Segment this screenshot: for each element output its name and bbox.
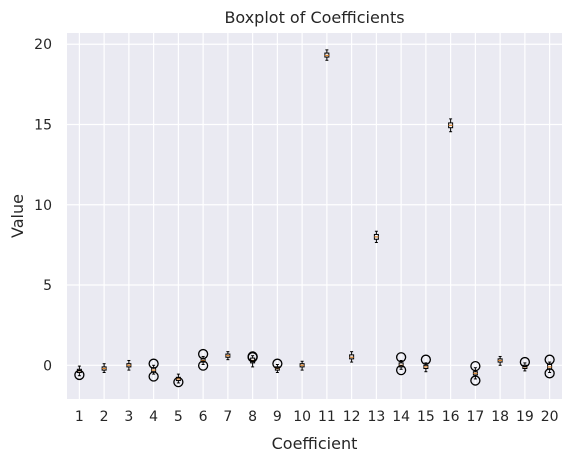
outlier-point <box>197 360 209 371</box>
outlier-point <box>148 371 159 382</box>
box-20 <box>544 354 555 379</box>
y-tick-label: 5 <box>43 278 52 294</box>
x-tick-label: 17 <box>466 409 484 425</box>
x-tick-label: 13 <box>367 409 385 425</box>
box-11 <box>324 49 330 61</box>
box-8 <box>247 351 258 368</box>
outlier-point <box>74 369 85 381</box>
box-17 <box>470 360 481 386</box>
x-tick-labels: 1 2 3 4 5 6 7 8 9 10 11 12 13 14 15 16 17 18 19 20 <box>75 409 559 425</box>
box-1 <box>74 365 85 381</box>
x-tick-label: 19 <box>516 409 534 425</box>
x-tick-label: 4 <box>149 409 158 425</box>
y-tick-label: 10 <box>34 198 52 214</box>
x-tick-label: 8 <box>248 409 257 425</box>
box-12 <box>349 351 355 363</box>
outlier-point <box>173 376 184 388</box>
box-10 <box>299 360 305 371</box>
box-13 <box>373 230 379 243</box>
box-2 <box>101 363 107 374</box>
x-tick-label: 20 <box>541 409 559 425</box>
box-9 <box>272 358 283 374</box>
x-tick-label: 1 <box>75 409 84 425</box>
box-6 <box>197 348 209 371</box>
box-18 <box>497 355 503 366</box>
x-tick-label: 11 <box>318 409 336 425</box>
outlier-point <box>544 354 555 365</box>
x-tick-label: 3 <box>124 409 133 425</box>
y-tick-label: 15 <box>34 118 52 134</box>
box-14 <box>395 352 407 376</box>
chart-title: Boxplot of Coefficients <box>224 8 404 27</box>
outlier-point <box>420 354 432 365</box>
x-tick-label: 9 <box>273 409 282 425</box>
x-tick-label: 5 <box>174 409 183 425</box>
grid-lines <box>67 33 562 399</box>
boxes <box>74 49 555 388</box>
x-tick-label: 18 <box>491 409 509 425</box>
x-axis-label: Coefficient <box>272 434 358 453</box>
outlier-point <box>470 360 481 372</box>
x-tick-label: 6 <box>199 409 208 425</box>
outlier-point <box>544 368 555 379</box>
y-tick-label: 0 <box>43 358 52 374</box>
box-15 <box>420 354 432 373</box>
box-7 <box>225 351 231 361</box>
y-tick-labels: 0 5 10 15 20 <box>34 37 52 374</box>
x-tick-label: 14 <box>392 409 410 425</box>
x-tick-label: 7 <box>223 409 232 425</box>
y-tick-label: 20 <box>34 37 52 53</box>
plot-background <box>67 33 562 399</box>
outlier-point <box>395 364 407 376</box>
x-tick-label: 15 <box>417 409 435 425</box>
box-16 <box>448 118 454 133</box>
outlier-point <box>247 352 258 363</box>
outlier-point <box>470 375 481 386</box>
x-tick-label: 16 <box>442 409 460 425</box>
x-tick-label: 12 <box>343 409 361 425</box>
outlier-point <box>197 348 209 360</box>
x-tick-label: 10 <box>293 409 311 425</box>
outlier-point <box>519 356 531 368</box>
box-3 <box>126 359 132 371</box>
box-19 <box>519 356 531 372</box>
box-5 <box>173 373 184 388</box>
box-4 <box>148 358 159 382</box>
outlier-point <box>272 358 283 369</box>
y-axis-label: Value <box>8 194 27 238</box>
outlier-point <box>395 352 407 363</box>
outlier-point <box>148 358 159 369</box>
x-tick-label: 2 <box>100 409 109 425</box>
